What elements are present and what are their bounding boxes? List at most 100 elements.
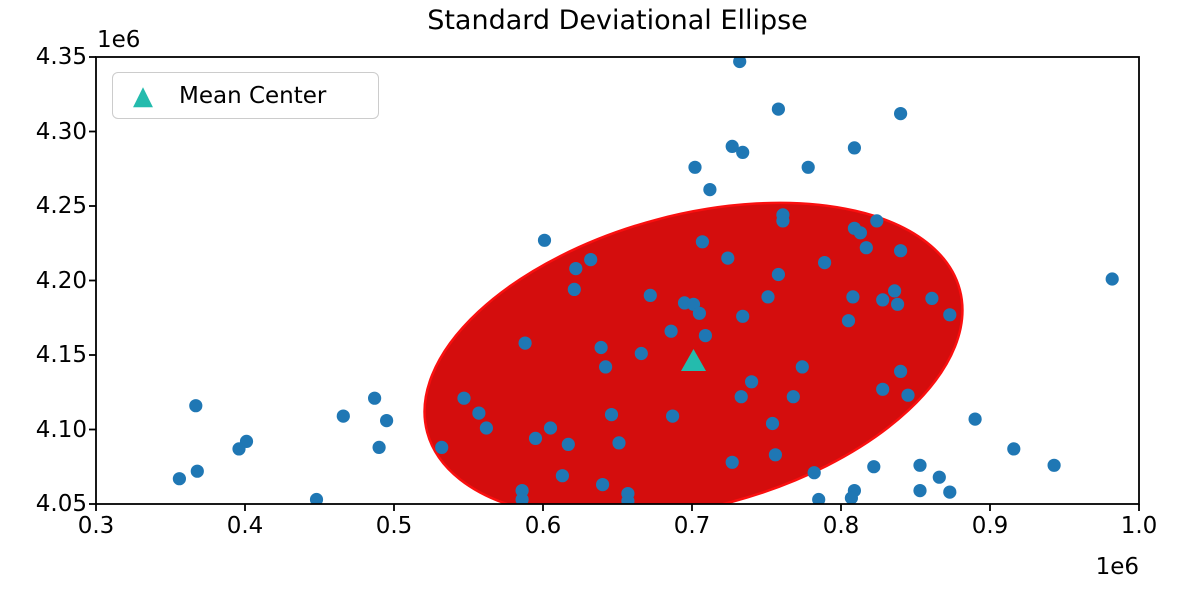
scatter-point	[725, 455, 739, 469]
scatter-point	[479, 421, 493, 435]
scatter-point	[745, 375, 759, 389]
scatter-point	[190, 464, 204, 478]
scatter-point	[932, 470, 946, 484]
y-tick-label: 4.30	[35, 118, 87, 145]
scatter-point	[518, 336, 532, 350]
scatter-point	[901, 388, 915, 402]
scatter-point	[1105, 272, 1119, 286]
scatter-point	[765, 416, 780, 431]
scatter-point	[596, 478, 610, 492]
scatter-point	[309, 492, 324, 504]
scatter-point	[891, 297, 905, 311]
chart-title: Standard Deviational Ellipse	[427, 5, 808, 36]
scatter-point	[913, 458, 927, 472]
x-tick-label: 1.0	[1120, 513, 1158, 539]
scatter-point	[943, 308, 957, 322]
scatter-point	[807, 466, 821, 480]
x-tick-label: 0.5	[375, 513, 413, 539]
x-tick-label: 0.8	[822, 513, 860, 539]
scatter-point	[776, 214, 790, 228]
y-axis-offset-label: 1e6	[97, 27, 141, 53]
scatter-point	[846, 290, 860, 304]
y-tick-label: 4.10	[35, 416, 87, 443]
scatter-point	[795, 360, 809, 374]
scatter-point	[336, 409, 350, 423]
scatter-point	[801, 160, 815, 174]
scatter-point	[695, 235, 710, 249]
scatter-point	[692, 306, 707, 320]
scatter-point	[867, 460, 881, 474]
y-tick-label: 4.15	[35, 342, 87, 368]
scatter-point	[913, 484, 927, 498]
scatter-point	[515, 492, 529, 504]
scatter-point	[968, 412, 982, 426]
scatter-point	[1047, 458, 1061, 472]
scatter-point	[372, 440, 386, 454]
x-axis-offset-label: 1e6	[1095, 554, 1139, 580]
scatter-point	[457, 391, 471, 405]
x-tick-label: 0.6	[524, 513, 562, 539]
scatter-point	[876, 382, 890, 396]
scatter-point	[666, 409, 680, 423]
scatter-point	[894, 107, 908, 121]
legend-label: Mean Center	[179, 82, 327, 109]
scatter-point	[528, 431, 543, 445]
scatter-point	[703, 183, 717, 197]
scatter-point	[771, 102, 786, 116]
scatter-point	[870, 214, 884, 228]
scatter-point	[841, 314, 856, 328]
mean-center-marker	[680, 348, 706, 371]
scatter-point	[604, 408, 619, 422]
scatter-point	[786, 390, 800, 404]
scatter-point	[925, 291, 939, 305]
scatter-point	[721, 251, 735, 265]
scatter-point	[853, 226, 868, 240]
scatter-point	[561, 437, 575, 451]
scatter-point	[612, 436, 626, 450]
scatter-point	[725, 139, 739, 153]
scatter-point	[888, 284, 902, 298]
scatter-point	[734, 390, 748, 404]
scatter-point	[643, 288, 657, 302]
y-tick-label: 4.35	[35, 44, 87, 70]
scatter-point	[435, 440, 449, 454]
scatter-point	[761, 290, 775, 304]
x-tick-label: 0.3	[77, 513, 115, 539]
y-tick-label: 4.25	[35, 193, 87, 219]
scatter-point	[768, 448, 783, 462]
scatter-point	[232, 442, 246, 456]
scatter-point	[1007, 442, 1021, 456]
scatter-point	[894, 364, 908, 378]
mean-center-legend-icon: ▲	[133, 80, 153, 111]
scatter-point	[943, 485, 957, 499]
y-tick-label: 4.20	[35, 267, 87, 294]
scatter-point	[771, 267, 786, 282]
scatter-point	[472, 406, 486, 420]
scatter-point	[567, 282, 581, 296]
scatter-point	[698, 329, 713, 343]
scatter-point	[733, 57, 747, 69]
scatter-point	[555, 469, 570, 483]
x-tick-label: 0.4	[226, 513, 264, 539]
scatter-point	[594, 340, 608, 355]
scatter-point	[172, 472, 186, 486]
legend: ▲ Mean Center	[112, 72, 379, 119]
scatter-point	[859, 241, 873, 255]
scatter-point	[812, 492, 826, 504]
scatter-point	[664, 324, 678, 338]
scatter-point	[621, 494, 635, 504]
scatter-point	[380, 414, 394, 428]
scatter-point	[189, 399, 203, 413]
y-tick-label: 4.05	[35, 491, 87, 517]
scatter-point	[736, 309, 750, 323]
x-tick-label: 0.9	[971, 513, 1009, 539]
scatter-point	[543, 421, 558, 435]
scatter-point	[599, 360, 613, 374]
scatter-point	[876, 293, 890, 307]
x-tick-label: 0.7	[673, 513, 711, 539]
scatter-point	[584, 253, 598, 267]
scatter-point	[818, 256, 832, 270]
scatter-point	[844, 491, 858, 504]
